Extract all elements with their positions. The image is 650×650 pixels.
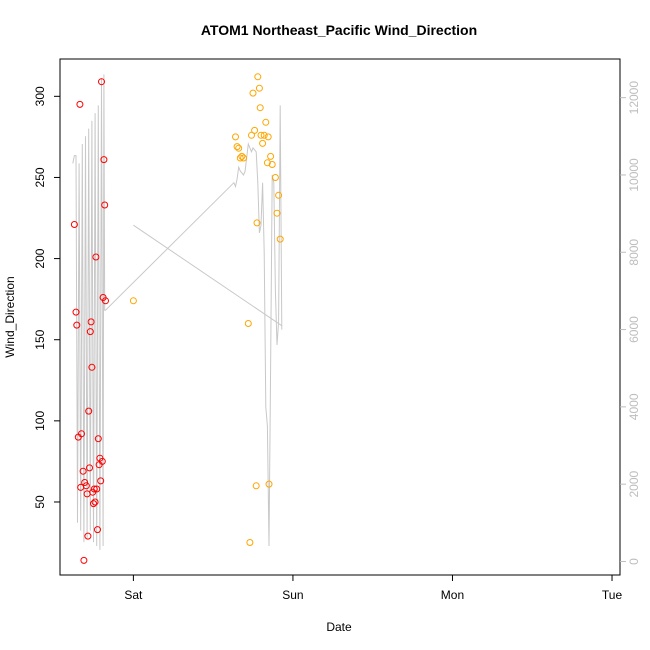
y-tick-label: 300: [33, 86, 47, 106]
y-tick-label: 50: [33, 495, 47, 509]
data-point-series-1: [81, 479, 89, 486]
data-point-series-2: [255, 84, 263, 92]
series-line-2: [133, 224, 283, 327]
data-point-series-1: [87, 318, 95, 326]
data-point-series-1: [97, 477, 105, 485]
data-point-series-2: [259, 139, 267, 147]
data-point-series-1: [76, 100, 84, 108]
y-axis-label: Wind_Direction: [3, 276, 17, 357]
x-tick-label: Sun: [282, 588, 303, 602]
data-point-series-2: [268, 161, 276, 168]
x-tick-label: Tue: [602, 588, 623, 602]
data-point-series-2: [271, 174, 279, 181]
y-tick-label: 250: [33, 167, 47, 187]
data-point-series-2: [249, 89, 257, 97]
data-point-series-1: [94, 435, 102, 443]
data-point-series-2: [235, 144, 243, 152]
x-axis-label: Date: [326, 620, 352, 634]
data-point-series-2: [253, 219, 261, 227]
data-point-series-1: [86, 464, 93, 472]
y2-tick-label: 12000: [627, 81, 641, 115]
data-point-series-1: [90, 500, 97, 508]
y-tick-label: 200: [33, 248, 47, 268]
data-point-series-1: [100, 156, 108, 164]
data-point-series-1: [85, 407, 93, 415]
data-point-series-2: [265, 480, 273, 488]
y-tick-label: 150: [33, 329, 47, 349]
data-point-series-1: [70, 221, 78, 228]
y2-tick-label: 8000: [627, 239, 641, 266]
data-point-series-2: [244, 320, 252, 327]
data-point-series-1: [73, 321, 81, 329]
data-point-series-1: [98, 457, 106, 465]
y2-tick-label: 4000: [627, 393, 641, 420]
data-point-series-2: [232, 133, 239, 141]
data-point-series-1: [91, 498, 99, 506]
chart-title: ATOM1 Northeast_Pacific Wind_Direction: [201, 22, 477, 38]
data-point-series-1: [80, 556, 88, 564]
data-point-series-2: [264, 133, 272, 141]
data-point-series-1: [88, 363, 96, 371]
data-point-series-2: [262, 118, 270, 126]
y2-tick-label: 10000: [627, 158, 641, 192]
data-point-series-2: [256, 104, 264, 112]
data-point-series-2: [238, 152, 246, 160]
series-line-1: [72, 74, 283, 550]
y2-tick-label: 0: [627, 558, 641, 565]
data-point-series-2: [240, 154, 247, 162]
data-point-series-2: [246, 539, 254, 546]
y2-tick-label: 6000: [627, 316, 641, 343]
x-axis: Sat Sun Mon Tue: [124, 575, 622, 602]
data-point-series-2: [263, 159, 271, 167]
series-lines: [72, 74, 283, 550]
data-point-series-1: [86, 328, 94, 336]
data-point-series-1: [78, 430, 85, 438]
data-point-series-1: [90, 485, 98, 493]
data-point-series-2: [252, 482, 260, 490]
data-point-series-2: [276, 235, 284, 243]
y2-tick-label: 2000: [627, 470, 641, 497]
data-point-series-1: [93, 485, 101, 493]
data-point-series-2: [275, 191, 283, 199]
data-point-series-1: [102, 297, 109, 305]
data-point-series-2: [248, 131, 255, 139]
y-tick-label: 100: [33, 411, 47, 431]
data-point-series-2: [251, 126, 259, 134]
data-point-series-2: [267, 152, 275, 160]
y-axis-left: 50 100 150 200 250 300: [33, 86, 60, 509]
data-point-series-1: [101, 201, 109, 209]
data-point-series-1: [92, 253, 100, 261]
data-point-series-1: [84, 532, 92, 540]
data-point-series-1: [82, 482, 90, 490]
x-tick-label: Sat: [124, 588, 143, 602]
data-point-series-2: [233, 143, 241, 151]
data-point-series-1: [98, 78, 105, 86]
data-point-series-2: [273, 209, 281, 217]
data-points: [70, 73, 284, 564]
data-point-series-2: [236, 154, 244, 162]
x-tick-label: Mon: [441, 588, 464, 602]
data-point-series-2: [254, 73, 262, 81]
plot-frame: [59, 58, 621, 576]
data-point-series-2: [260, 131, 268, 139]
data-point-series-1: [94, 526, 101, 534]
data-point-series-1: [72, 308, 80, 316]
y-axis-right: 0 2000 4000 6000 8000 10000 12000: [620, 81, 641, 565]
data-point-series-1: [79, 467, 87, 475]
data-point-series-2: [129, 297, 137, 305]
data-point-series-2: [257, 131, 265, 139]
